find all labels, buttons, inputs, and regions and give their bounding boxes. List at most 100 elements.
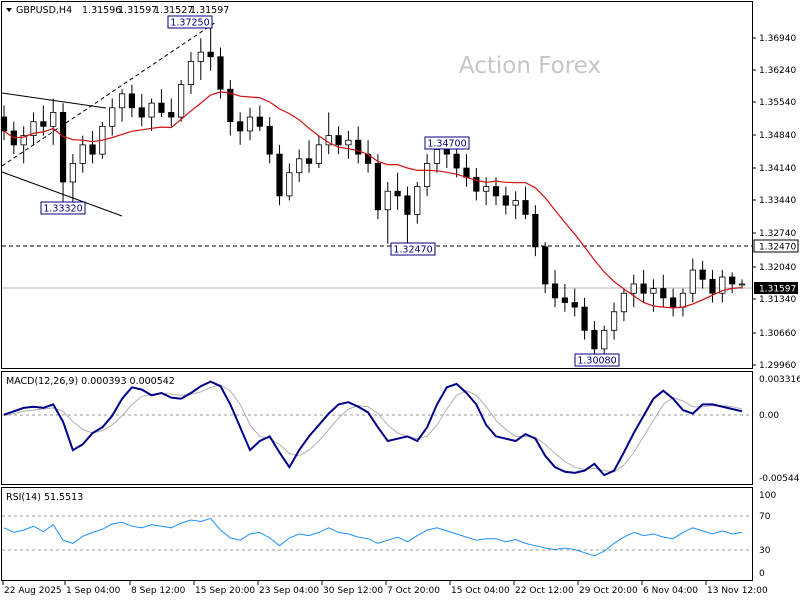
candle-body	[227, 88, 234, 123]
time-tick-8: 15 Oct 04:00	[451, 586, 510, 596]
candle-body	[345, 139, 352, 146]
candle-body	[207, 51, 214, 58]
candle-body	[384, 190, 391, 211]
candle-body	[335, 135, 342, 146]
rsi-tick-30: 30	[759, 546, 771, 556]
last-price-tag: 1.31597	[754, 282, 798, 295]
dropdown-icon[interactable]	[6, 8, 12, 12]
candle-body	[610, 311, 618, 331]
time-tick-12: 13 Nov 12:00	[707, 586, 768, 596]
svg-text:1.30080: 1.30080	[577, 356, 616, 367]
candle-body	[630, 283, 637, 294]
candle-body	[532, 214, 539, 248]
candle-body	[729, 276, 736, 285]
channel-bottom-line	[1, 171, 123, 217]
candle-body	[679, 292, 687, 308]
macd-axis: 0.003316 0.00 -0.005445	[759, 375, 800, 484]
price-tick-11: 1.29960	[759, 361, 796, 371]
time-axis: 22 Aug 2025 1 Sep 04:00 8 Sep 12:00 15 S…	[2, 581, 768, 596]
time-tick-7: 7 Oct 20:00	[387, 586, 440, 596]
candle-body	[305, 158, 313, 164]
svg-text:1.33320: 1.33320	[43, 204, 82, 215]
candle-body	[473, 176, 480, 192]
candle-body	[20, 135, 27, 146]
svg-text:1.34700: 1.34700	[427, 139, 466, 150]
price-tick-4: 1.34840	[759, 131, 796, 141]
rsi-panel	[1, 487, 753, 581]
candle-body	[463, 167, 470, 178]
candle-body	[591, 329, 598, 350]
candle-body	[276, 153, 283, 197]
price-tick-8: 1.32040	[759, 263, 796, 273]
ohlc-close: 1.31597	[190, 5, 229, 16]
price-tick-6: 1.33440	[759, 196, 796, 206]
channel-top-line	[1, 92, 107, 109]
candle-body	[30, 121, 37, 136]
candle-body	[650, 288, 657, 294]
candle-body	[237, 121, 244, 132]
candle-body	[689, 269, 696, 294]
macd-tick-3: -0.005445	[759, 474, 800, 484]
candle-body	[40, 121, 47, 127]
candle-body	[315, 144, 322, 164]
candle-body	[158, 102, 165, 113]
candle-body	[542, 246, 549, 285]
candle-body	[355, 139, 362, 155]
time-tick-6: 30 Sep 12:00	[323, 586, 383, 596]
candle-body	[59, 112, 67, 183]
rsi-label: RSI(14) 51.5513	[6, 492, 83, 503]
candle-body	[256, 116, 263, 127]
candle-body	[414, 186, 421, 215]
trend-dashed-line	[1, 21, 217, 167]
price-axis: 1.36940 1.36240 1.35540 1.34840 1.34140 …	[752, 34, 796, 371]
candle-body	[187, 61, 195, 85]
candle-body	[738, 283, 746, 286]
time-tick-3: 8 Sep 12:00	[131, 586, 186, 596]
time-tick-1: 22 Aug 2025	[4, 586, 62, 596]
price-tick-2: 1.36240	[759, 66, 796, 76]
candle-body	[443, 149, 450, 155]
candle-body	[660, 288, 667, 299]
candle-body	[374, 163, 382, 211]
time-tick-10: 29 Oct 20:00	[579, 586, 638, 596]
svg-text:1.37250: 1.37250	[170, 18, 209, 29]
macd-signal-line	[3, 384, 743, 473]
svg-text:1.32470: 1.32470	[393, 245, 432, 256]
rsi-axis: 100 70 30 0	[759, 491, 776, 579]
ohlc-open: 1.31596	[82, 5, 121, 16]
candle-body	[581, 306, 588, 331]
ohlc-low: 1.31527	[154, 5, 193, 16]
candle-body	[571, 302, 578, 308]
annotation-support-label: 1.32470	[390, 242, 436, 256]
rsi-line	[3, 517, 743, 557]
candle-body	[453, 153, 460, 169]
candle-body	[561, 297, 568, 303]
candle-body	[69, 163, 76, 183]
candle-body	[620, 292, 628, 313]
candle-body	[296, 158, 303, 174]
ohlc-high: 1.31597	[118, 5, 157, 16]
candle-body	[109, 107, 116, 127]
candle-body	[246, 116, 254, 132]
macd-tick-1: 0.003316	[759, 375, 800, 385]
candle-body	[168, 112, 175, 118]
candle-body	[670, 297, 677, 308]
candle-body	[266, 125, 273, 155]
candle-body	[640, 283, 647, 294]
price-tick-3: 1.35540	[759, 98, 796, 108]
price-tick-10: 1.30660	[759, 329, 796, 339]
annotation-low-2-label: 1.30080	[574, 353, 620, 367]
rsi-tick-70: 70	[759, 512, 771, 522]
candle-body	[502, 195, 509, 206]
rsi-tick-100: 100	[759, 491, 776, 501]
symbol-label: GBPUSD,H4	[16, 5, 72, 16]
time-tick-4: 15 Sep 20:00	[195, 586, 255, 596]
candle-body	[217, 56, 224, 90]
price-tick-5: 1.34140	[759, 164, 796, 174]
macd-panel	[1, 371, 753, 485]
candles-group	[0, 22, 746, 355]
annotation-low-1-label: 1.33320	[40, 201, 86, 215]
candle-body	[601, 329, 608, 350]
candle-body	[522, 200, 529, 215]
